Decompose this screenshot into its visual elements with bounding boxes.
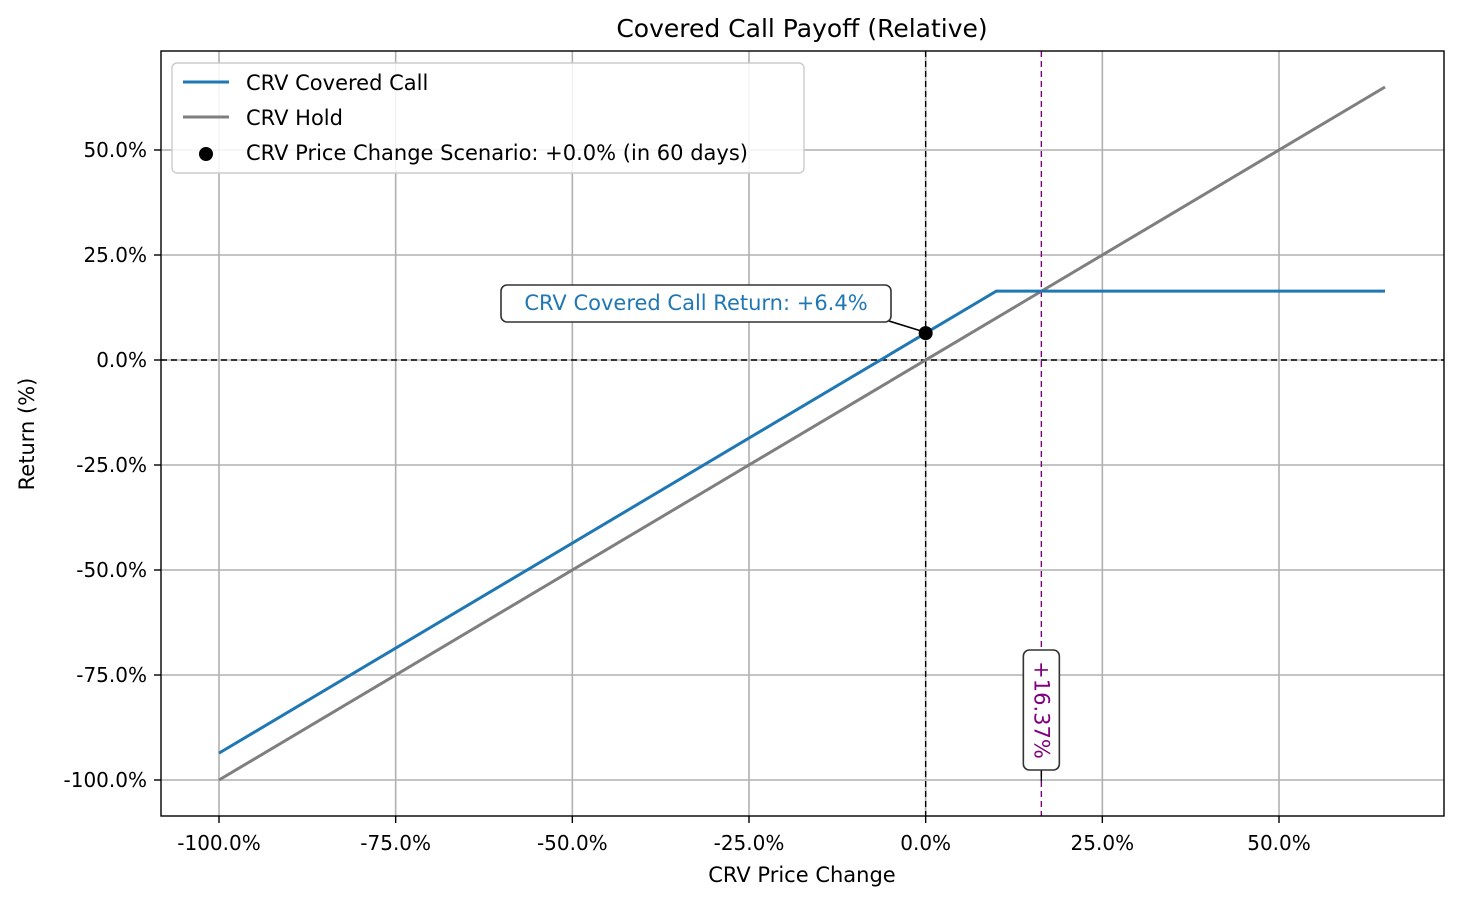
x-axis-label: CRV Price Change [708, 863, 895, 887]
y-tick-label: -75.0% [76, 663, 147, 687]
legend-swatch-dot [199, 147, 213, 161]
axis-ticks: -100.0% -75.0% -50.0% -25.0% 0.0% 25.0% 50.0% -… [64, 138, 1311, 855]
y-tick-label: -50.0% [76, 558, 147, 582]
x-tick-label: -75.0% [360, 831, 431, 855]
annotations: CRV Covered Call Return: +6.4% +16.37% [500, 284, 1061, 781]
scenario-markers [918, 326, 933, 341]
y-tick-label: 50.0% [83, 138, 147, 162]
return-callout-label: CRV Covered Call Return: +6.4% [524, 291, 867, 315]
chart-title: Covered Call Payoff (Relative) [616, 14, 987, 43]
x-tick-label: 25.0% [1071, 831, 1135, 855]
x-tick-label: -100.0% [177, 831, 260, 855]
breakeven-label-box [1022, 649, 1061, 771]
y-tick-label: -25.0% [76, 453, 147, 477]
x-tick-label: 50.0% [1247, 831, 1311, 855]
x-tick-label: -50.0% [537, 831, 608, 855]
breakeven-label: +16.37% [1029, 661, 1053, 759]
plot-frame [160, 50, 1445, 817]
y-axis-label: Return (%) [15, 378, 39, 491]
return-callout-arrow [888, 320, 922, 332]
x-tick-label: 0.0% [900, 831, 951, 855]
legend-label: CRV Hold [246, 106, 343, 130]
legend-label: CRV Price Change Scenario: +0.0% (in 60 … [246, 141, 748, 165]
series-line [218, 85, 1386, 782]
series-lines [218, 85, 1386, 782]
y-tick-label: -100.0% [64, 768, 147, 792]
series-line [218, 289, 1385, 755]
return-callout-box [500, 284, 892, 323]
y-tick-label: 0.0% [96, 348, 147, 372]
legend: CRV Covered Call CRV Hold CRV Price Change… [171, 62, 805, 174]
x-tick-label: -25.0% [714, 831, 785, 855]
scenario-point [918, 326, 933, 341]
legend-label: CRV Covered Call [246, 71, 428, 95]
reference-lines [161, 51, 1444, 816]
y-tick-label: 25.0% [83, 243, 147, 267]
legend-box [171, 62, 805, 174]
